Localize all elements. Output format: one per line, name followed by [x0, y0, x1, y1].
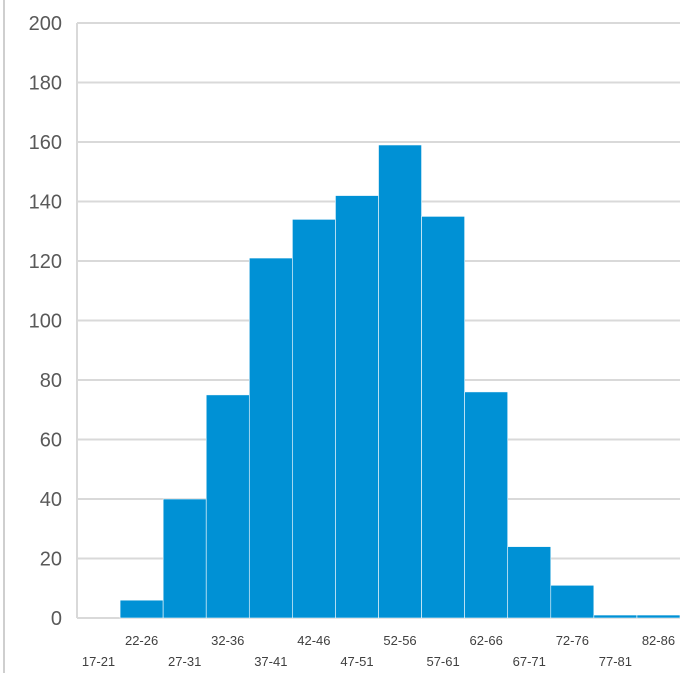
- x-category-label: 52-56: [383, 633, 416, 648]
- x-category-label: 27-31: [168, 654, 201, 669]
- y-tick-label: 40: [40, 489, 62, 511]
- x-category-label: 67-71: [513, 654, 546, 669]
- y-tick-label: 80: [40, 370, 62, 392]
- x-axis-category-labels: 17-21 22-26 27-31 32-36 37-41 42-46 47-51 52-56…: [82, 633, 675, 669]
- x-category-label: 57-61: [426, 654, 459, 669]
- bars: [119, 144, 681, 619]
- bar: [378, 144, 422, 619]
- y-tick-label: 0: [51, 608, 62, 630]
- x-category-label: 42-46: [297, 633, 330, 648]
- y-tick-label: 100: [29, 311, 62, 333]
- y-tick-label: 160: [29, 132, 62, 154]
- x-category-label: 32-36: [211, 633, 244, 648]
- bar: [421, 216, 465, 619]
- x-category-label: 37-41: [254, 654, 287, 669]
- bar: [636, 614, 681, 619]
- bar: [248, 257, 293, 619]
- y-tick-label: 180: [29, 73, 62, 95]
- bar: [162, 498, 207, 619]
- y-axis-tick-labels: 0 20 40 60 80 100 120 140 160 180 200: [29, 13, 62, 630]
- bar: [464, 391, 509, 619]
- x-category-label: 72-76: [556, 633, 589, 648]
- x-category-label: 22-26: [125, 633, 158, 648]
- bar: [593, 614, 638, 619]
- bar: [507, 546, 552, 619]
- x-category-label: 82-86: [642, 633, 675, 648]
- y-tick-label: 60: [40, 430, 62, 452]
- y-tick-label: 140: [29, 192, 62, 214]
- x-category-label: 62-66: [470, 633, 503, 648]
- y-tick-label: 20: [40, 549, 62, 571]
- bar: [335, 195, 379, 619]
- bar: [292, 219, 336, 619]
- y-tick-label: 120: [29, 251, 62, 273]
- x-category-label: 77-81: [599, 654, 632, 669]
- y-tick-label: 200: [29, 13, 62, 35]
- bar: [119, 599, 164, 619]
- bar: [205, 394, 250, 619]
- x-category-label: 17-21: [82, 654, 115, 669]
- x-category-label: 47-51: [340, 654, 373, 669]
- bar: [550, 584, 595, 619]
